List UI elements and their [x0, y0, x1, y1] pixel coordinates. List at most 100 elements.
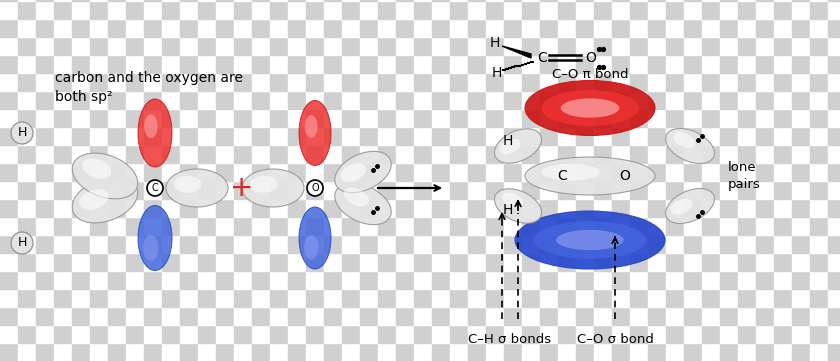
Bar [810, 91, 828, 109]
Polygon shape [502, 46, 531, 58]
Bar [72, 1, 90, 19]
Bar [108, 343, 126, 361]
Bar [324, 55, 342, 73]
Bar [144, 73, 162, 91]
Text: H: H [503, 203, 513, 217]
Bar [378, 307, 396, 325]
Bar [36, 217, 54, 235]
Bar [738, 73, 756, 91]
Bar [360, 163, 378, 181]
Bar [126, 289, 144, 307]
Bar [126, 271, 144, 289]
Bar [0, 181, 18, 199]
Bar [738, 289, 756, 307]
Bar [612, 0, 630, 1]
Bar [594, 307, 612, 325]
Bar [648, 0, 666, 1]
Bar [594, 253, 612, 271]
Bar [828, 109, 840, 127]
Bar [378, 217, 396, 235]
Bar [198, 253, 216, 271]
Bar [72, 19, 90, 37]
Bar [360, 307, 378, 325]
Bar [0, 163, 18, 181]
Bar [126, 307, 144, 325]
Bar [522, 1, 540, 19]
Bar [306, 163, 324, 181]
Bar [126, 37, 144, 55]
Bar [594, 163, 612, 181]
Bar [306, 289, 324, 307]
Bar [162, 55, 180, 73]
Bar [486, 91, 504, 109]
Ellipse shape [670, 199, 693, 214]
Bar [306, 37, 324, 55]
Bar [756, 307, 774, 325]
Text: carbon and the oxygen are
both sp²: carbon and the oxygen are both sp² [55, 71, 243, 104]
Bar [360, 109, 378, 127]
Bar [558, 163, 576, 181]
Bar [414, 145, 432, 163]
Text: C–O σ bond: C–O σ bond [576, 333, 654, 346]
Bar [144, 19, 162, 37]
Bar [324, 163, 342, 181]
Bar [180, 145, 198, 163]
Bar [414, 307, 432, 325]
Bar [720, 307, 738, 325]
Bar [666, 271, 684, 289]
Bar [522, 109, 540, 127]
Bar [18, 217, 36, 235]
Bar [234, 55, 252, 73]
Ellipse shape [72, 153, 138, 199]
Bar [738, 325, 756, 343]
Bar [342, 253, 360, 271]
Bar [324, 343, 342, 361]
Bar [162, 217, 180, 235]
Bar [72, 73, 90, 91]
Bar [792, 145, 810, 163]
Bar [18, 343, 36, 361]
Bar [810, 199, 828, 217]
Bar [810, 343, 828, 361]
Bar [126, 19, 144, 37]
Bar [432, 271, 450, 289]
Bar [306, 271, 324, 289]
Bar [234, 19, 252, 37]
Text: C: C [152, 183, 159, 193]
Bar [108, 145, 126, 163]
Bar [666, 199, 684, 217]
Bar [54, 163, 72, 181]
Bar [720, 73, 738, 91]
Bar [450, 253, 468, 271]
Bar [720, 127, 738, 145]
Bar [54, 199, 72, 217]
Bar [594, 91, 612, 109]
Bar [378, 109, 396, 127]
Bar [828, 145, 840, 163]
Bar [450, 145, 468, 163]
Bar [792, 325, 810, 343]
Bar [666, 109, 684, 127]
Bar [720, 325, 738, 343]
Bar [324, 91, 342, 109]
Bar [198, 109, 216, 127]
Bar [522, 19, 540, 37]
Bar [360, 289, 378, 307]
Bar [270, 199, 288, 217]
Bar [684, 271, 702, 289]
Bar [396, 271, 414, 289]
Bar [180, 91, 198, 109]
Bar [756, 1, 774, 19]
Bar [684, 127, 702, 145]
Bar [378, 271, 396, 289]
Bar [612, 289, 630, 307]
Bar [450, 0, 468, 1]
Bar [270, 73, 288, 91]
Bar [468, 253, 486, 271]
Bar [90, 73, 108, 91]
Bar [828, 343, 840, 361]
Bar [702, 325, 720, 343]
Bar [162, 181, 180, 199]
Bar [468, 307, 486, 325]
Bar [486, 289, 504, 307]
